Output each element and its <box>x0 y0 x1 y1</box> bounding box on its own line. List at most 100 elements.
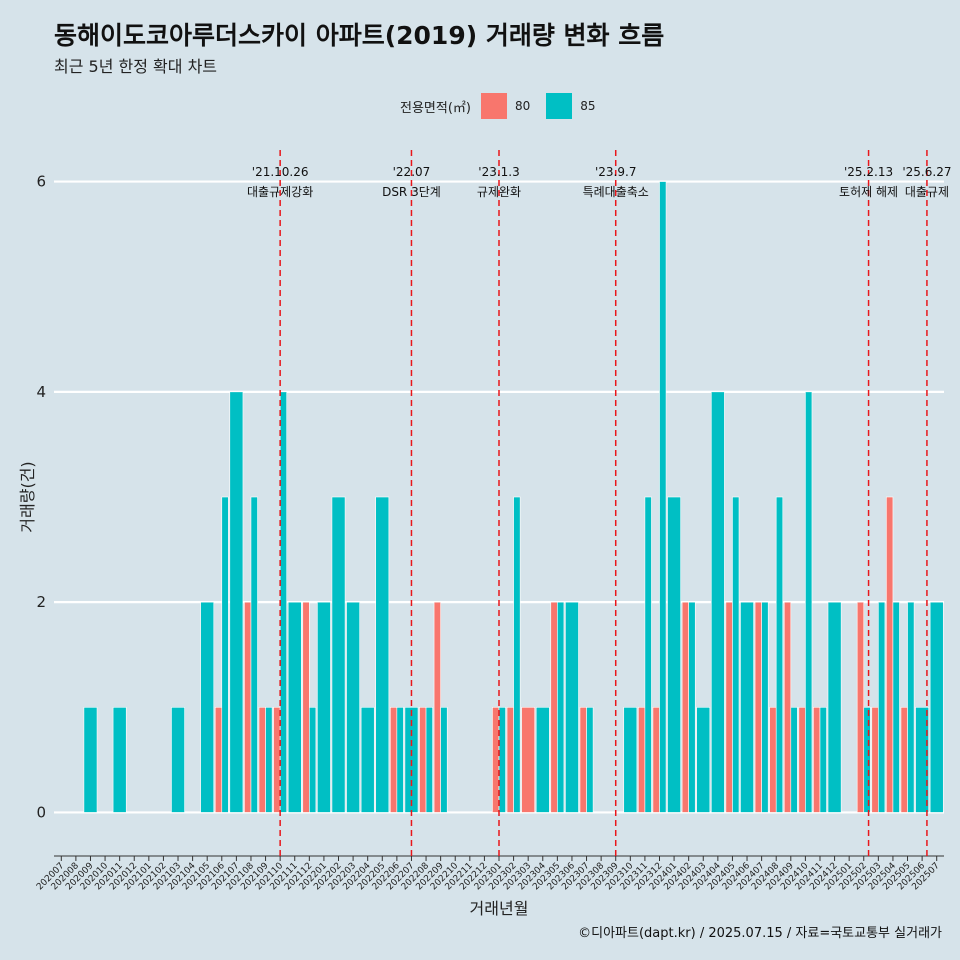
legend-title: 전용면적(㎡) <box>400 100 471 116</box>
event-label: 특례대출축소 <box>583 185 649 199</box>
bar-80-202106 <box>214 707 223 813</box>
bar-85-202202 <box>331 496 346 813</box>
bar-80-202209 <box>433 601 441 813</box>
bar-85-202304 <box>535 707 550 813</box>
bar-80-202409 <box>783 601 792 813</box>
bar-80-202307 <box>579 707 587 813</box>
bar-85-202412 <box>827 601 842 813</box>
bar-80-202408 <box>769 707 777 813</box>
bar-85-202504 <box>892 601 900 813</box>
bar-85-202409 <box>790 707 798 813</box>
bar-85-202311 <box>644 496 652 813</box>
legend-swatch-85 <box>546 93 573 119</box>
bar-80-202502 <box>856 601 865 813</box>
y-tick-label: 0 <box>36 803 46 821</box>
bar-85-202106 <box>221 496 229 813</box>
event-label: DSR 3단계 <box>382 185 441 199</box>
bar-85-202503 <box>878 601 886 813</box>
y-tick-label: 4 <box>36 383 46 401</box>
bar-85-202105 <box>200 601 215 813</box>
event-label: 대출규제강화 <box>247 185 313 199</box>
bar-80-202108 <box>244 601 252 813</box>
bar-80-202504 <box>886 496 894 813</box>
chart-subtitle: 최근 5년 한정 확대 차트 <box>54 57 218 76</box>
bar-85-202111 <box>287 601 302 813</box>
bar-80-202411 <box>813 707 821 813</box>
bar-85-202203 <box>346 601 360 813</box>
source-caption: ©디아파트(dapt.kr) / 2025.07.15 / 자료=국토교통부 실… <box>578 926 942 941</box>
bar-85-202310 <box>623 707 638 813</box>
bar-80-202410 <box>798 707 806 813</box>
bar-85-202110 <box>279 391 288 813</box>
bar-80-202311 <box>638 707 646 813</box>
bar-85-202401 <box>667 496 681 813</box>
bar-85-202306 <box>565 601 579 813</box>
bar-80-202503 <box>871 707 879 813</box>
bar-80-202109 <box>258 707 266 813</box>
bar-85-202402 <box>688 601 696 813</box>
bar-85-202502 <box>863 707 871 813</box>
bar-85-202206 <box>396 707 404 813</box>
bar-85-202107 <box>229 391 244 813</box>
event-date: '23.9.7 <box>595 165 636 179</box>
bar-85-202204 <box>360 707 375 813</box>
bar-80-202402 <box>681 601 689 813</box>
bar-85-202108 <box>250 496 258 813</box>
bar-85-202103 <box>171 707 185 813</box>
bar-80-202303 <box>521 707 536 813</box>
bar-80-202305 <box>550 601 558 813</box>
bar-80-202405 <box>725 601 733 813</box>
bar-85-202208 <box>425 707 433 813</box>
bar-80-202312 <box>652 707 660 813</box>
event-label: 토허제 해제 <box>839 185 898 199</box>
bar-85-202408 <box>775 496 784 813</box>
event-date: '21.10.26 <box>252 165 309 179</box>
bar-85-202112 <box>309 707 317 813</box>
bar-85-202011 <box>112 707 127 813</box>
bar-85-202009 <box>83 707 98 813</box>
bar-80-202302 <box>506 707 514 813</box>
bar-85-202301 <box>498 707 506 813</box>
x-axis-title: 거래년월 <box>470 899 529 918</box>
bar-85-202505 <box>907 601 915 813</box>
bar-80-202208 <box>419 707 427 813</box>
chart-title: 동해이도코아루더스카이 아파트(2019) 거래량 변화 흐름 <box>54 21 665 50</box>
bar-85-202507 <box>929 601 944 813</box>
bar-80-202407 <box>754 601 762 813</box>
legend-label-85: 85 <box>580 99 596 113</box>
bar-85-202410 <box>805 391 813 813</box>
bar-80-202206 <box>390 707 398 813</box>
bar-80-202301 <box>492 707 500 813</box>
event-label: 규제완화 <box>477 185 521 199</box>
bar-85-202205 <box>375 496 390 813</box>
bar-85-202209 <box>440 707 448 813</box>
bar-80-202112 <box>302 601 310 813</box>
bar-85-202411 <box>819 707 827 813</box>
event-label: 대출규제 <box>905 185 949 199</box>
bar-85-202302 <box>513 496 521 813</box>
event-date: '25.2.13 <box>844 165 893 179</box>
event-date: '23.1.3 <box>478 165 519 179</box>
event-date: '25.6.27 <box>902 165 951 179</box>
legend-label-80: 80 <box>514 99 531 113</box>
bar-85-202201 <box>317 601 331 813</box>
bar-85-202307 <box>586 707 594 813</box>
bar-85-202406 <box>740 601 754 813</box>
bar-85-202506 <box>915 707 929 813</box>
bar-85-202312 <box>659 181 667 813</box>
y-axis-title: 거래량(건) <box>18 461 37 532</box>
y-tick-label: 2 <box>36 593 46 611</box>
y-tick-label: 6 <box>36 173 46 191</box>
bar-80-202110 <box>273 707 281 813</box>
bar-85-202109 <box>265 707 273 813</box>
bar-85-202305 <box>557 601 565 813</box>
bar-85-202403 <box>696 707 711 813</box>
legend-swatch-80 <box>480 93 507 119</box>
bar-80-202505 <box>900 707 908 813</box>
event-date: '22.07 <box>393 165 431 179</box>
legend: 전용면적(㎡) 80 85 <box>400 93 612 119</box>
bar-85-202404 <box>710 391 725 813</box>
bar-85-202407 <box>761 601 769 813</box>
bar-85-202405 <box>732 496 740 813</box>
